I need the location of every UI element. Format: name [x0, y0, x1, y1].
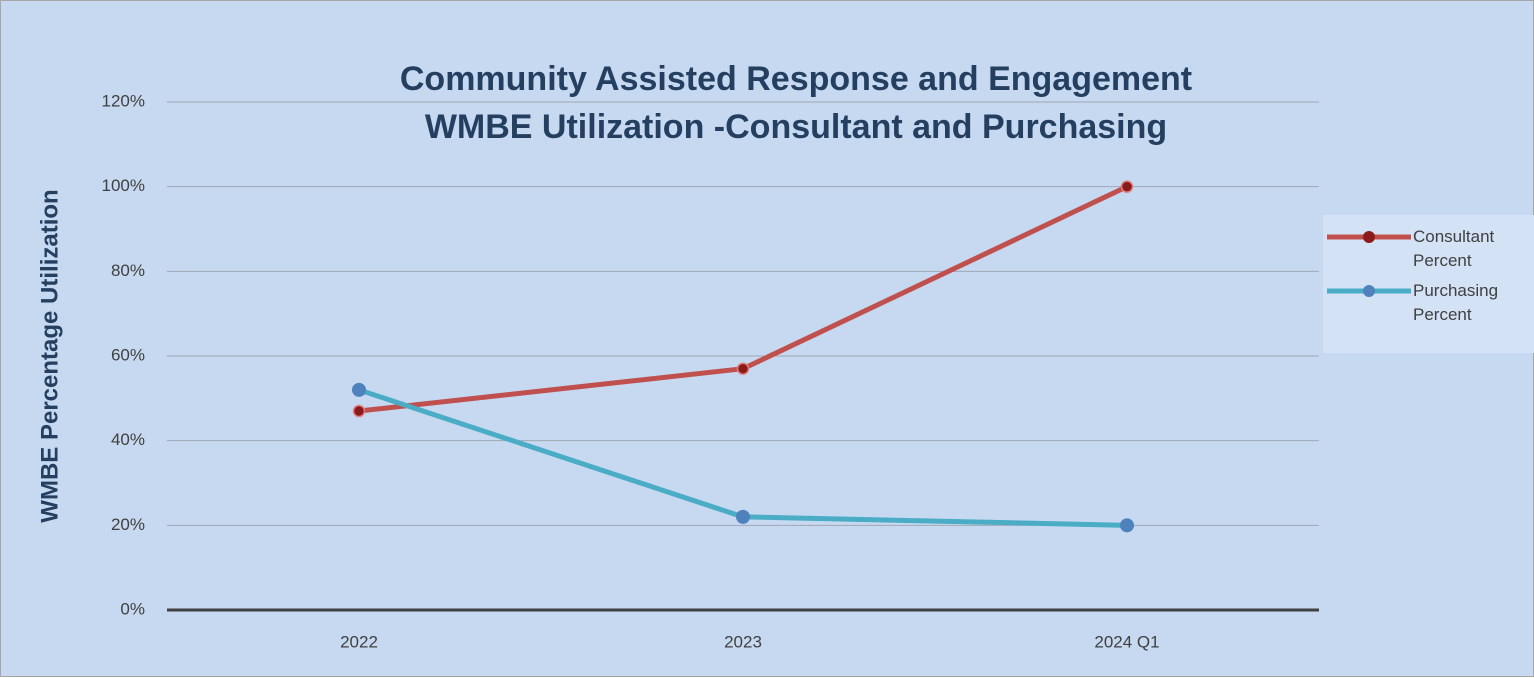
- marker: [352, 404, 366, 418]
- y-tick-label: 100%: [102, 176, 145, 195]
- marker: [736, 362, 750, 375]
- marker: [736, 509, 750, 524]
- y-tick-label: 120%: [102, 91, 145, 110]
- y-tick-label: 20%: [111, 515, 145, 534]
- legend-item: Consultant Percent: [1323, 225, 1534, 273]
- chart-title: WMBE Utilization -Consultant and Purchas…: [425, 108, 1167, 146]
- y-tick-label: 40%: [111, 430, 145, 449]
- chart-title: Community Assisted Response and Engageme…: [400, 60, 1192, 98]
- x-tick-label: 2022: [340, 632, 378, 651]
- series-line: [358, 387, 1128, 528]
- x-tick-label: 2024 Q1: [1094, 632, 1159, 651]
- y-tick-label: 0%: [120, 599, 145, 618]
- legend-marker: [1363, 231, 1375, 243]
- x-tick-label: 2023: [724, 632, 762, 651]
- marker: [1120, 518, 1134, 533]
- legend: Consultant Percent Purchasing Percent: [1323, 215, 1534, 353]
- y-tick-label: 80%: [111, 261, 145, 280]
- y-tick-label: 60%: [111, 345, 145, 364]
- legend-label: Purchasing Percent: [1413, 281, 1499, 324]
- marker: [1120, 180, 1134, 193]
- marker: [352, 382, 366, 397]
- legend-marker: [1363, 285, 1375, 297]
- series-line: [358, 184, 1129, 414]
- legend-swatch: [1327, 285, 1411, 297]
- legend-swatch: [1327, 231, 1411, 243]
- legend-item: Purchasing Percent: [1323, 279, 1534, 327]
- legend-label: Consultant Percent: [1413, 227, 1495, 270]
- y-axis-label: WMBE Percentage Utilization: [36, 189, 63, 522]
